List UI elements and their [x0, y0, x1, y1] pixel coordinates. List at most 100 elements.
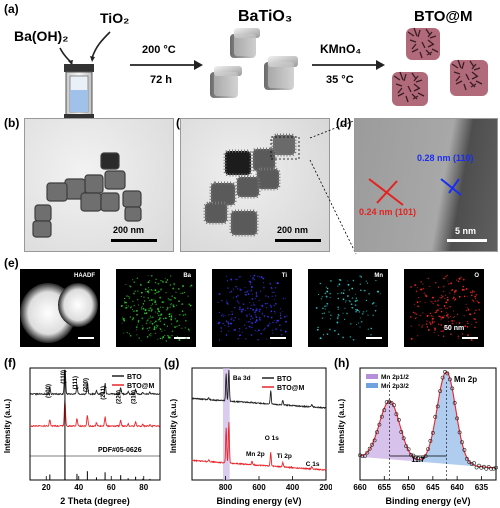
eds-dot: [279, 324, 281, 326]
eds-dot: [347, 283, 350, 286]
eds-dot: [449, 326, 451, 328]
eds-dot: [429, 321, 431, 323]
eds-dot: [174, 318, 177, 320]
eds-dot: [437, 304, 439, 306]
eds-dot: [147, 281, 150, 284]
xrd-series-BTO: [29, 369, 161, 396]
reagent-tio2: TiO₂: [100, 10, 130, 26]
eds-dot: [356, 309, 359, 311]
eds-dot: [467, 322, 469, 325]
eds-dot: [181, 303, 184, 306]
eds-dot: [236, 278, 238, 281]
eds-dot: [443, 315, 445, 317]
eds-dot: [415, 290, 418, 293]
eds-dot: [257, 275, 259, 277]
eds-dot: [256, 330, 258, 332]
eds-dot: [191, 309, 193, 311]
product-btoam: BTO@M: [414, 8, 473, 25]
mn2p-data-point: [426, 447, 430, 452]
eds-dot: [172, 304, 175, 307]
eds-dot: [467, 334, 470, 337]
eds-dot: [153, 325, 156, 328]
eds-dot: [132, 300, 134, 303]
eds-dot: [360, 289, 362, 292]
eds-dot: [271, 332, 273, 334]
mn2p-data-point: [431, 431, 435, 435]
eds-dot: [446, 299, 449, 301]
eds-dot: [358, 311, 361, 313]
eds-dot: [319, 282, 321, 285]
eds-dot: [164, 277, 166, 279]
eds-dot: [236, 288, 239, 290]
eds-dot: [425, 323, 428, 326]
mn2p-data-point: [358, 453, 362, 458]
eds-dot: [168, 315, 171, 318]
eds-dot: [241, 309, 243, 311]
eds-dot: [321, 317, 324, 319]
mn2p-data-point: [457, 430, 462, 435]
eds-dot: [445, 301, 448, 304]
eds-dot: [185, 337, 188, 340]
xps-tick-label: 200: [319, 483, 332, 492]
eds-scale-bar: 50 nm: [444, 325, 465, 332]
eds-dot: [438, 315, 440, 318]
eds-dot: [237, 276, 240, 278]
eds-dot: [226, 301, 228, 304]
eds-dot: [250, 304, 252, 306]
mn2p-title: Mn 2p: [454, 375, 477, 384]
eds-dot: [162, 306, 164, 309]
xps-annotation: Ti 2p: [277, 453, 292, 460]
eds-dot: [131, 308, 133, 311]
eds-dot: [355, 297, 357, 299]
eds-dot: [466, 326, 469, 328]
eds-dot: [251, 298, 254, 300]
nanocube-particles: [32, 152, 157, 242]
eds-dot: [234, 307, 236, 309]
eds-dot: [145, 312, 148, 314]
eds-map-o: O 50 nm: [404, 269, 484, 347]
eds-dot: [259, 319, 261, 321]
eds-dot: [262, 277, 265, 280]
eds-dot: [348, 300, 350, 302]
coated-cube-cluster-icon: [392, 27, 488, 106]
reagent-kmno4: KMnO₄: [320, 42, 362, 56]
eds-dot: [158, 290, 160, 293]
eds-dot: [470, 294, 473, 297]
eds-dot: [443, 304, 446, 307]
eds-dot: [255, 295, 258, 298]
eds-dot: [124, 300, 126, 302]
eds-dot: [457, 338, 459, 340]
eds-dot: [426, 326, 429, 328]
mn2p-data-point: [435, 404, 440, 409]
eds-dot: [461, 333, 463, 335]
eds-dot: [271, 287, 273, 290]
eds-dot: [422, 283, 424, 285]
eds-dot: [227, 325, 230, 328]
eds-dot: [410, 325, 412, 327]
eds-dot: [154, 321, 156, 323]
eds-dot: [255, 316, 258, 318]
eds-dot: [170, 315, 173, 317]
eds-dot: [160, 288, 162, 291]
eds-dot: [330, 314, 332, 316]
eds-dot: [131, 318, 134, 321]
eds-dot: [437, 300, 439, 302]
xps-annotation: Ba 3d: [233, 375, 251, 382]
eds-dot: [379, 293, 381, 295]
eds-dot: [440, 324, 443, 326]
eds-dot: [236, 300, 239, 302]
eds-dot: [448, 321, 450, 323]
scale-bar-c: 200 nm: [277, 225, 309, 235]
eds-dot: [147, 274, 149, 277]
eds-dot: [253, 278, 256, 281]
eds-dot: [125, 304, 128, 306]
eds-dot: [266, 326, 268, 328]
mn2p-data-point: [397, 418, 401, 422]
mn2p-legend-swatch: [366, 383, 378, 388]
eds-dot: [231, 311, 233, 313]
eds-dot: [370, 333, 372, 336]
mn2p-data-point: [474, 465, 479, 470]
mn2p-tick-label: 635: [475, 483, 489, 492]
eds-dot: [329, 279, 332, 282]
eds-dot: [442, 290, 445, 293]
